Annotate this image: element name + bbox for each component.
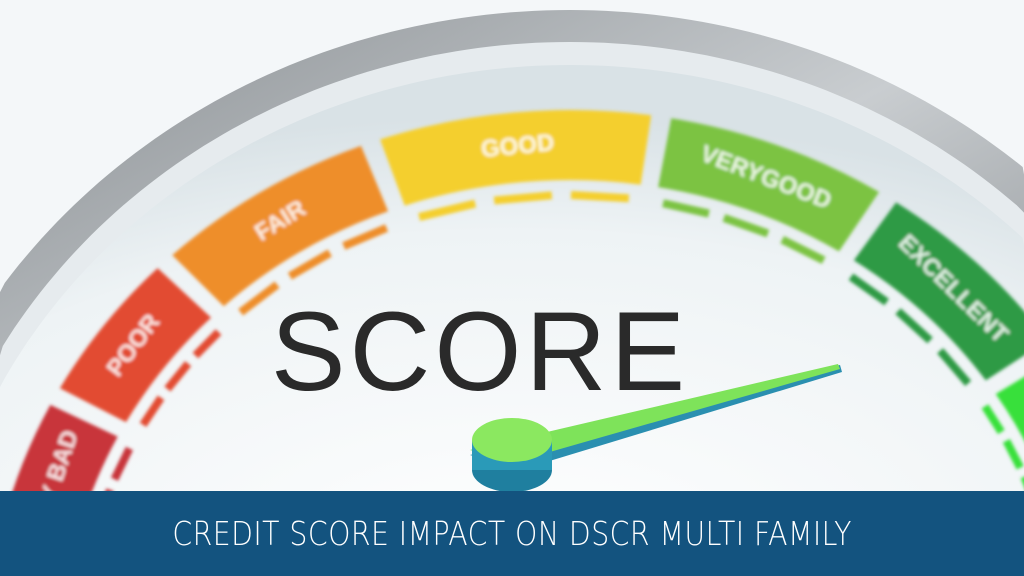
gauge-tick: [662, 199, 710, 218]
gauge-tick: [981, 404, 1005, 435]
gauge-tick: [192, 329, 222, 359]
gauge-segment: [172, 145, 389, 307]
gauge-center-label: SCORE: [271, 289, 689, 414]
gauge-tick: [164, 361, 192, 392]
gauge-tick: [287, 249, 332, 280]
gauge-segment: [995, 377, 1024, 440]
gauge-tick: [139, 395, 165, 428]
gauge-segment: [658, 118, 880, 252]
gauge-segment: [380, 109, 652, 206]
gauge-tick: [418, 199, 477, 221]
gauge-segment: [853, 202, 1024, 381]
gauge-tick: [110, 446, 134, 481]
gauge-tick: [848, 273, 890, 306]
gauge-tick: [780, 236, 826, 264]
gauge-tick: [895, 308, 933, 344]
gauge-tick: [342, 224, 389, 250]
gauge-needle: [470, 364, 842, 492]
title-banner: CREDIT SCORE IMPACT ON DSCR MULTI FAMILY: [0, 491, 1024, 576]
gauge-tick: [570, 191, 630, 203]
banner-title: CREDIT SCORE IMPACT ON DSCR MULTI FAMILY: [172, 514, 852, 553]
gauge-tick: [238, 281, 280, 316]
gauge-tick: [1002, 438, 1024, 470]
gauge-tick: [722, 214, 770, 238]
gauge-tick: [493, 191, 553, 205]
gauge-tick: [937, 348, 972, 386]
gauge-segment: [59, 268, 212, 423]
